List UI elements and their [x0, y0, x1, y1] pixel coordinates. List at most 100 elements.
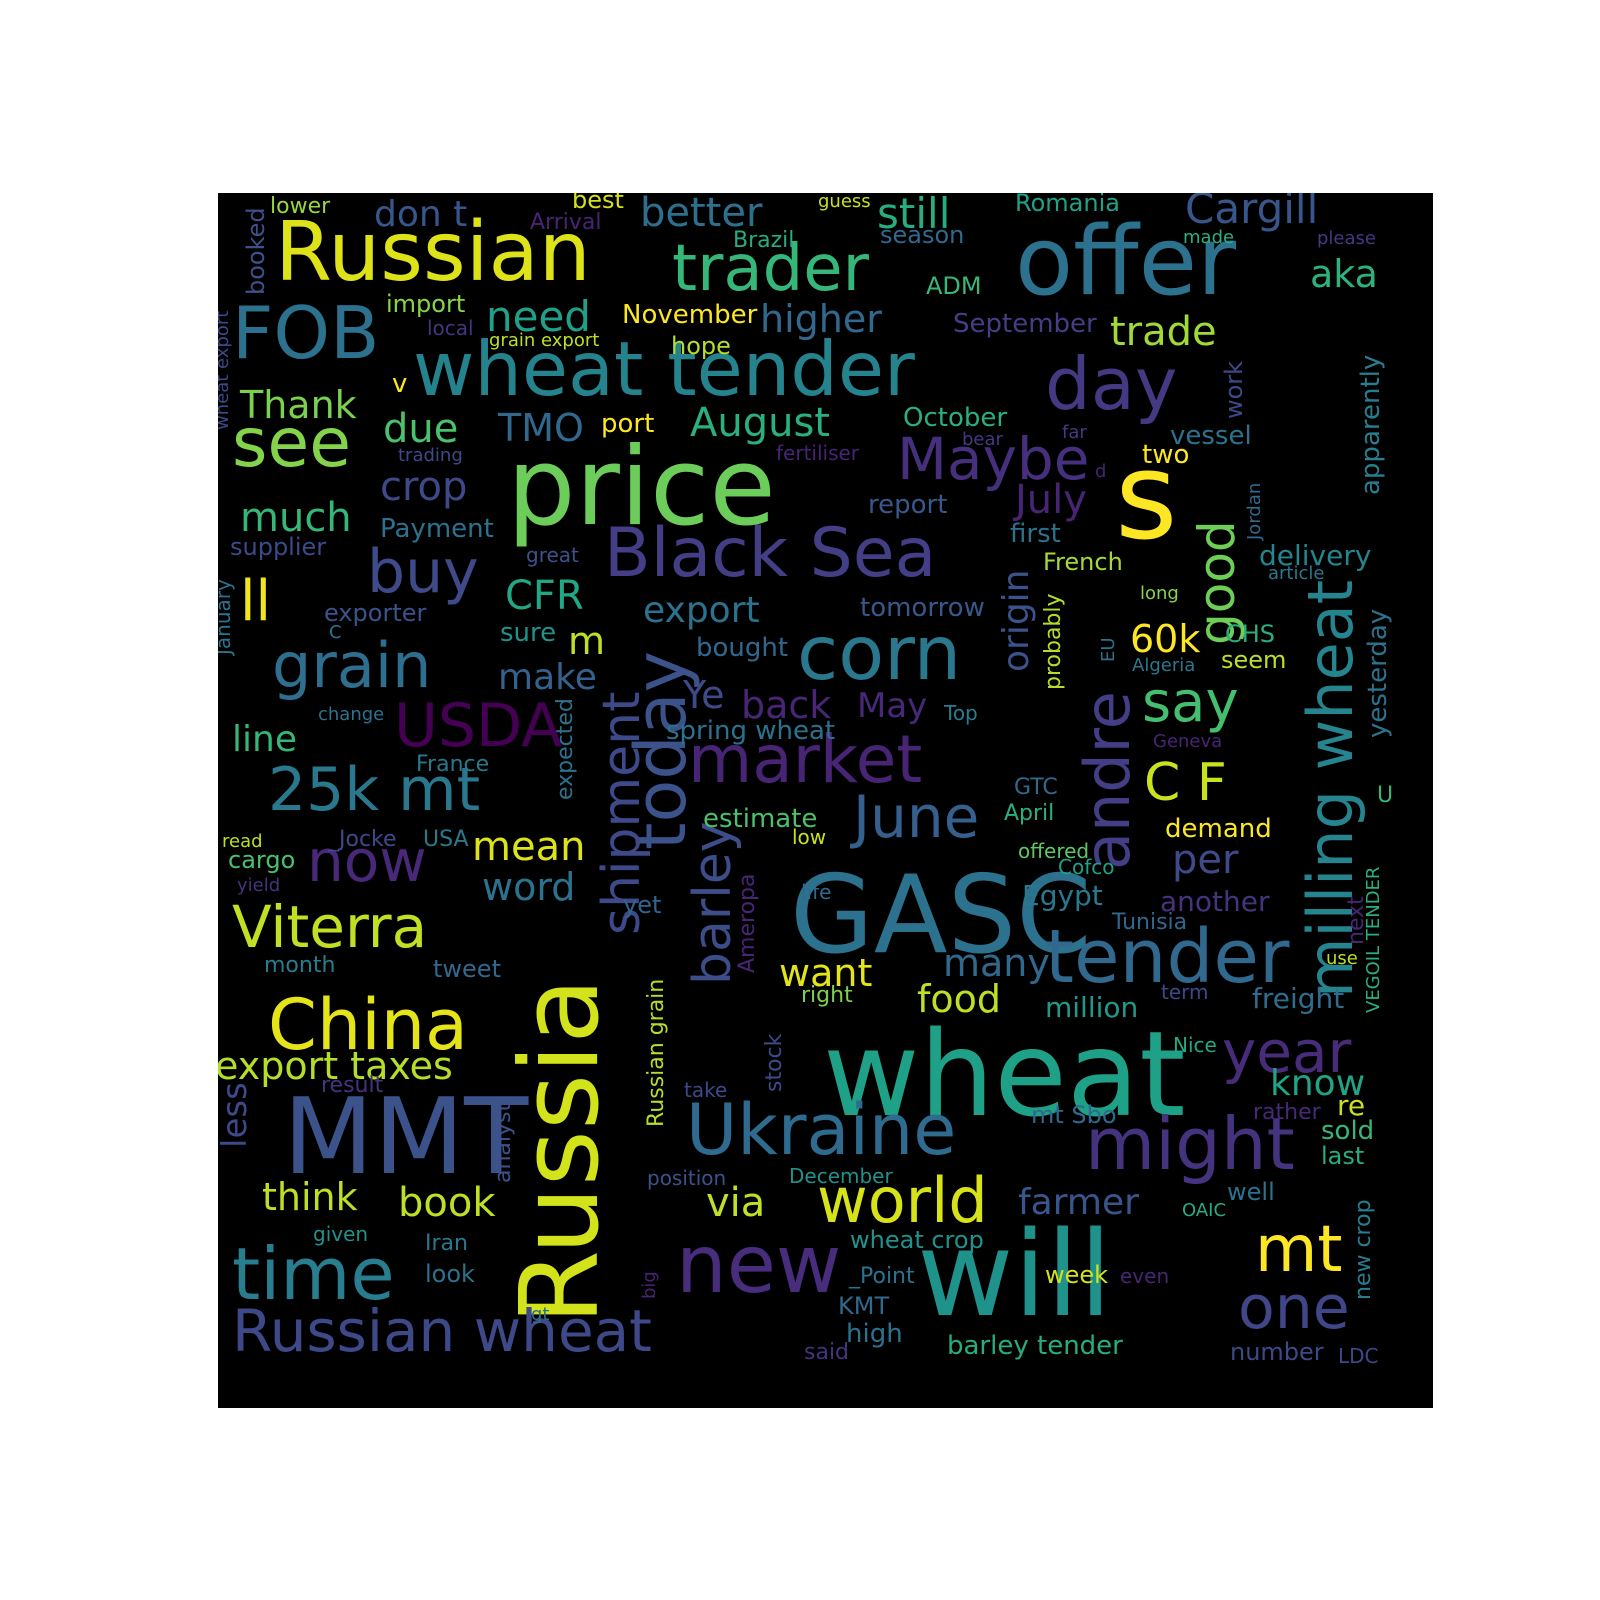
cloud-word: back	[741, 683, 832, 727]
cloud-word: CHS	[1225, 620, 1276, 648]
cloud-word: via	[706, 1180, 766, 1226]
cloud-word: USDA	[394, 691, 563, 761]
cloud-word: re	[1337, 1089, 1366, 1122]
cloud-word: Tunisia	[1112, 910, 1188, 935]
cloud-word: Cofco	[1058, 855, 1115, 879]
cloud-word: food	[917, 977, 1001, 1021]
cloud-word: import	[386, 290, 466, 318]
cloud-word: KMT	[838, 1292, 890, 1320]
cloud-word: line	[232, 719, 297, 760]
cloud-word: vessel	[1170, 421, 1252, 451]
cloud-word: Ameropa	[735, 873, 760, 973]
cloud-word: OAIC	[1182, 1200, 1227, 1221]
cloud-word: crop	[380, 464, 468, 510]
cloud-word: aka	[1310, 252, 1378, 296]
cloud-word: local	[427, 316, 474, 340]
cloud-word: spring wheat	[666, 716, 836, 746]
cloud-word: term	[1161, 980, 1209, 1004]
cloud-word: freight	[1252, 982, 1345, 1015]
cloud-word: October	[903, 403, 1008, 433]
cloud-word: result	[321, 1073, 384, 1098]
cloud-word: yet	[623, 891, 662, 919]
cloud-word: CFR	[505, 573, 584, 619]
cloud-word: analyst	[491, 1102, 516, 1183]
cloud-word: article	[1268, 563, 1325, 584]
cloud-word: Arrival	[530, 210, 602, 235]
cloud-word: Russian grain	[644, 978, 669, 1127]
cloud-word: Egypt	[1022, 879, 1103, 912]
cloud-word: wheat tender	[413, 325, 915, 413]
cloud-word: guess	[818, 193, 871, 212]
cloud-word: offer	[1015, 207, 1237, 317]
cloud-word: far	[1062, 422, 1087, 443]
cloud-word: due	[383, 406, 459, 452]
cloud-word: week	[1045, 1261, 1109, 1289]
cloud-word: Romania	[1015, 193, 1120, 217]
cloud-word: June	[853, 783, 980, 851]
cloud-word: book	[398, 1180, 496, 1226]
word-cloud: wheat will GASC price Russia offer Russian MMT w…	[218, 193, 1433, 1408]
cloud-word: Russian wheat	[232, 1297, 652, 1365]
cloud-word: v	[392, 369, 408, 399]
cloud-word: Iran	[425, 1231, 468, 1256]
cloud-word: ll	[240, 569, 272, 634]
cloud-word: expected	[553, 698, 578, 800]
cloud-word: December	[789, 1164, 893, 1188]
cloud-word: don t	[374, 194, 468, 235]
cloud-word: _Jocke	[328, 827, 397, 852]
cloud-word: position	[647, 1166, 727, 1190]
cloud-word: work	[1220, 360, 1248, 419]
cloud-word: see	[232, 404, 352, 483]
cloud-word: Geneva	[1153, 731, 1223, 752]
cloud-word: lower	[270, 194, 331, 219]
cloud-word: Ye	[683, 673, 725, 717]
cloud-word: Cargill	[1185, 193, 1319, 233]
cloud-word: Algeria	[1132, 655, 1196, 676]
cloud-word: offered	[1018, 839, 1090, 863]
cloud-word: s	[1115, 428, 1178, 567]
cloud-word: tomorrow	[860, 593, 985, 623]
cloud-word: given	[313, 1222, 369, 1246]
cloud-word: apparently	[1356, 354, 1386, 495]
cloud-word: MMT	[283, 1076, 529, 1198]
cloud-word: low	[792, 825, 827, 849]
cloud-word: new crop	[1351, 1199, 1376, 1300]
cloud-word: last	[1321, 1142, 1365, 1170]
cloud-word: per	[1172, 837, 1239, 883]
cloud-word: mt	[1255, 1213, 1343, 1287]
cloud-word: January	[218, 579, 235, 655]
cloud-word: barley	[683, 821, 743, 985]
cloud-word: made	[1183, 227, 1235, 248]
cloud-word: Black Sea	[604, 514, 937, 593]
cloud-word: VEGOIL TENDER	[1363, 866, 1384, 1013]
cloud-word: want	[779, 951, 873, 995]
cloud-word: life	[801, 880, 832, 904]
cloud-word: ADM	[926, 272, 982, 300]
cloud-word: cargo	[228, 846, 296, 874]
cloud-word: think	[262, 1175, 358, 1219]
cloud-word: delivery	[1259, 539, 1372, 572]
cloud-word: GASC	[790, 853, 1092, 978]
cloud-word: barley tender	[947, 1331, 1123, 1361]
cloud-word: month	[264, 953, 336, 978]
cloud-word: USA	[423, 827, 469, 852]
cloud-word: Thank	[240, 383, 357, 427]
cloud-word: yield	[237, 875, 281, 896]
cloud-word: sure	[500, 618, 557, 648]
cloud-word: trading	[398, 445, 463, 466]
cloud-word: even	[1120, 1264, 1170, 1288]
cloud-word: well	[1227, 1178, 1275, 1206]
cloud-word: Brazil	[733, 228, 795, 253]
cloud-word: sold	[1321, 1116, 1375, 1146]
cloud-word: time	[232, 1232, 395, 1316]
cloud-word: change	[318, 704, 385, 725]
cloud-word: China	[268, 984, 468, 1066]
cloud-word: exporter	[324, 599, 427, 627]
cloud-word: buy	[367, 537, 479, 607]
cloud-word: May	[857, 686, 928, 726]
cloud-word: tender	[1045, 914, 1290, 1000]
cloud-word: EU	[1098, 637, 1119, 662]
cloud-word: best	[572, 193, 624, 214]
cloud-word: wheat export	[218, 310, 233, 430]
cloud-word: take	[684, 1078, 728, 1102]
